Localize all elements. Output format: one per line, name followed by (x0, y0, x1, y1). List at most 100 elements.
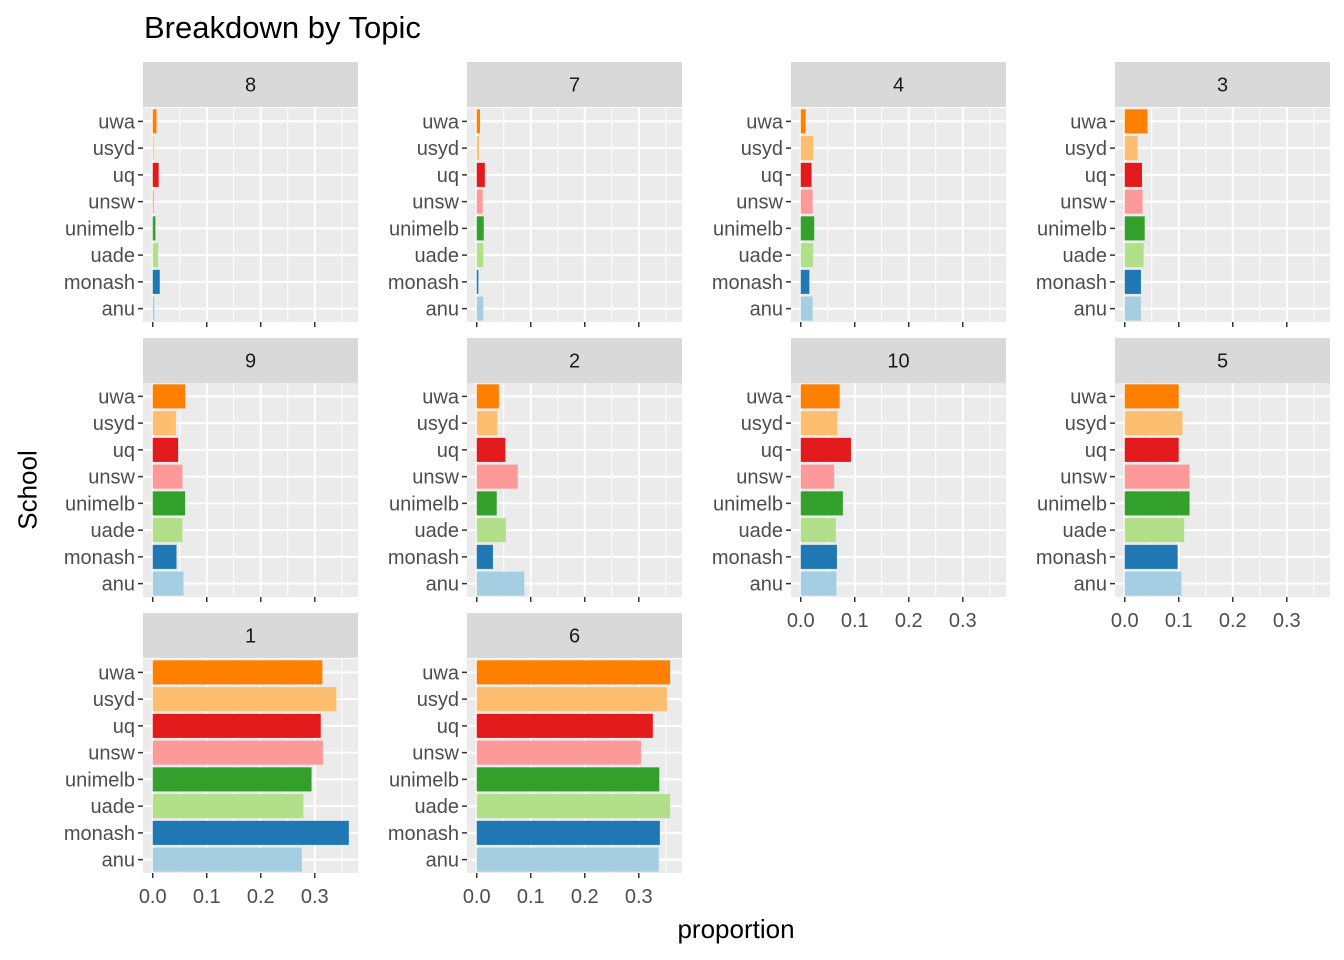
x-tick-label: 0.1 (517, 886, 545, 908)
panel-background (791, 108, 1006, 322)
y-tick-label: uade (739, 245, 784, 267)
y-tick-label: anu (102, 299, 135, 321)
panel-background (1115, 108, 1330, 322)
bar-usyd (1124, 136, 1138, 161)
bar-uq (1124, 437, 1179, 462)
facet-strip-label: 2 (569, 351, 580, 373)
x-axis-label: proportion (677, 914, 795, 944)
y-tick-label: uade (415, 520, 460, 542)
bar-monash (800, 269, 810, 294)
y-tick-label: unimelb (65, 493, 135, 515)
facet-strip (1115, 62, 1330, 107)
y-tick-label: unsw (412, 743, 459, 765)
bar-monash (476, 820, 660, 845)
y-tick-label: anu (750, 574, 783, 596)
bar-unimelb (152, 767, 312, 792)
y-tick-label: unsw (412, 192, 459, 214)
y-tick-label: monash (712, 547, 783, 569)
y-tick-label: monash (388, 272, 459, 294)
facet-panel-7: 7 anu monash uade unimelb unsw uq usyd uwa (388, 62, 682, 327)
bar-unsw (476, 464, 518, 489)
y-tick-label: unimelb (65, 769, 135, 791)
y-tick-label: uq (761, 440, 783, 462)
bar-anu (152, 847, 302, 872)
y-tick-label: unsw (736, 192, 783, 214)
facet-strip (467, 338, 682, 383)
facet-panel-5: 5 anu monash uade unimelb unsw uq usyd uwa 0.0 0.1… (1036, 338, 1330, 632)
bar-monash (476, 269, 479, 294)
y-tick-label: usyd (93, 413, 135, 435)
x-tick-label: 0.2 (571, 886, 599, 908)
y-tick-label: usyd (93, 138, 135, 160)
y-tick-label: monash (64, 547, 135, 569)
y-tick-label: unsw (88, 743, 135, 765)
bar-anu (800, 296, 813, 321)
y-tick-label: uq (1085, 440, 1107, 462)
facet-panel-4: 4 anu monash uade unimelb unsw uq usyd uwa (712, 62, 1006, 327)
bar-uade (152, 518, 183, 543)
bar-unimelb (476, 491, 497, 516)
bar-uwa (1124, 109, 1148, 134)
y-tick-label: uwa (746, 386, 784, 408)
y-tick-label: usyd (741, 138, 783, 160)
y-tick-label: usyd (417, 138, 459, 160)
y-tick-label: unsw (412, 467, 459, 489)
facet-panel-10: 10 anu monash uade unimelb unsw uq usyd uwa 0.0 0.… (712, 338, 1006, 632)
bar-uade (1124, 243, 1144, 268)
y-tick-label: unimelb (713, 493, 783, 515)
bar-unimelb (476, 767, 660, 792)
bar-uade (800, 518, 836, 543)
x-tick-label: 0.3 (301, 886, 329, 908)
facet-strip-label: 1 (245, 626, 256, 648)
bar-unsw (152, 740, 323, 765)
y-tick-label: usyd (1065, 413, 1107, 435)
bar-uq (476, 162, 485, 187)
y-tick-label: uq (437, 165, 459, 187)
y-tick-label: uade (415, 796, 460, 818)
bar-anu (152, 571, 184, 596)
x-tick-label: 0.1 (1165, 610, 1193, 632)
bar-unimelb (152, 491, 186, 516)
bar-usyd (800, 136, 814, 161)
y-tick-label: uade (1063, 520, 1108, 542)
bar-usyd (476, 687, 667, 712)
y-tick-label: monash (388, 823, 459, 845)
bar-uade (152, 243, 159, 268)
y-tick-label: unimelb (389, 769, 459, 791)
bar-uq (152, 162, 159, 187)
y-tick-label: uwa (746, 111, 784, 133)
facet-strip-label: 6 (569, 626, 580, 648)
y-tick-label: unimelb (389, 493, 459, 515)
bar-unimelb (1124, 491, 1190, 516)
bar-unsw (800, 464, 835, 489)
y-tick-label: anu (426, 574, 459, 596)
x-tick-label: 0.2 (895, 610, 923, 632)
bar-unimelb (476, 216, 484, 241)
y-tick-label: unimelb (713, 218, 783, 240)
bar-anu (152, 296, 155, 321)
y-tick-label: monash (388, 547, 459, 569)
x-tick-label: 0.2 (247, 886, 275, 908)
bar-usyd (152, 687, 337, 712)
panel-background (143, 383, 358, 597)
y-axis-label: School (12, 450, 43, 530)
bar-unsw (476, 189, 483, 214)
y-tick-label: uwa (98, 386, 136, 408)
bar-monash (1124, 544, 1178, 569)
y-tick-label: unimelb (1037, 218, 1107, 240)
bar-unsw (1124, 189, 1143, 214)
x-tick-label: 0.0 (139, 886, 167, 908)
y-tick-label: uwa (422, 386, 460, 408)
bar-anu (1124, 296, 1141, 321)
facet-strip (1115, 338, 1330, 383)
panel-background (143, 108, 358, 322)
panel-background (467, 108, 682, 322)
bar-unimelb (800, 216, 815, 241)
bar-unsw (152, 189, 154, 214)
x-tick-label: 0.0 (463, 886, 491, 908)
facet-panel-3: 3 anu monash uade unimelb unsw uq usyd uwa (1036, 62, 1330, 327)
y-tick-label: uade (415, 245, 460, 267)
y-tick-label: usyd (93, 689, 135, 711)
bar-unsw (800, 189, 813, 214)
bar-usyd (476, 411, 498, 436)
